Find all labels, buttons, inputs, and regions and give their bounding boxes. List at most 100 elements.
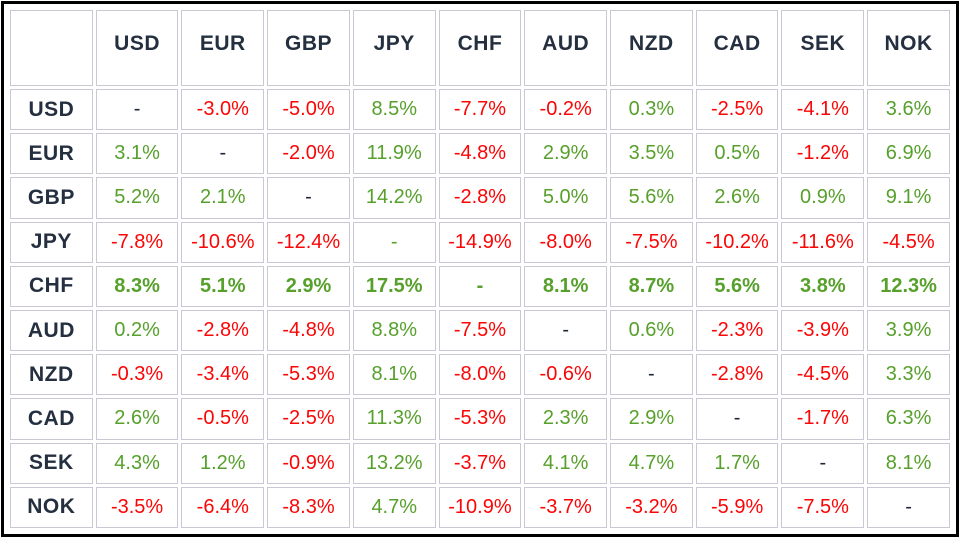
value-cell-gbp-jpy: 14.2% <box>352 177 436 219</box>
value-cell-nok-nzd: -3.2% <box>610 486 693 528</box>
value-cell-eur-nzd: 3.5% <box>610 133 693 175</box>
value-cell-sek-aud: 4.1% <box>524 442 608 484</box>
value-cell-gbp-cad: 2.6% <box>695 177 779 219</box>
value-cell-usd-jpy: 8.5% <box>352 89 436 131</box>
row-label-jpy: JPY <box>10 221 93 263</box>
value-cell-nzd-nzd: - <box>610 354 693 396</box>
value-cell-chf-usd: 8.3% <box>95 265 179 307</box>
matrix-header: USD EUR GBP JPY CHF AUD NZD CAD SEK NOK <box>10 10 950 86</box>
value-cell-cad-aud: 2.3% <box>524 398 608 440</box>
matrix-row-usd: USD - -3.0% -5.0% 8.5% -7.7% -0.2% 0.3% -2.5% -4.… <box>10 89 950 131</box>
value-cell-sek-usd: 4.3% <box>95 442 179 484</box>
value-cell-aud-nok: 3.9% <box>867 309 950 352</box>
row-label-chf: CHF <box>10 265 93 307</box>
value-cell-nzd-gbp: -5.3% <box>267 354 350 396</box>
row-label-cad: CAD <box>10 398 93 440</box>
matrix-row-aud: AUD 0.2% -2.8% -4.8% 8.8% -7.5% -0.6% -2.3% -3.9… <box>10 309 950 352</box>
value-cell-cad-usd: 2.6% <box>95 398 179 440</box>
value-cell-sek-nok: 8.1% <box>867 442 950 484</box>
value-cell-nok-gbp: -8.3% <box>267 486 350 528</box>
value-cell-nzd-jpy: 8.1% <box>352 354 436 396</box>
value-cell-chf-nzd: 8.7% <box>610 265 693 307</box>
value-cell-eur-chf: -4.8% <box>438 133 522 175</box>
value-cell-eur-jpy: 11.9% <box>352 133 436 175</box>
value-cell-nzd-usd: -0.3% <box>95 354 179 396</box>
value-cell-chf-eur: 5.1% <box>181 265 265 307</box>
value-cell-jpy-gbp: -12.4% <box>267 221 350 263</box>
value-cell-chf-gbp: 2.9% <box>267 265 350 307</box>
column-header-nzd: NZD <box>610 10 693 86</box>
row-label-sek: SEK <box>10 442 93 484</box>
value-cell-nzd-chf: -8.0% <box>438 354 522 396</box>
value-cell-cad-sek: -1.7% <box>781 398 865 440</box>
column-header-nok: NOK <box>867 10 950 86</box>
value-cell-aud-gbp: -4.8% <box>267 309 350 352</box>
value-cell-nok-aud: -3.7% <box>524 486 608 528</box>
value-cell-nok-chf: -10.9% <box>438 486 522 528</box>
value-cell-sek-nzd: 4.7% <box>610 442 693 484</box>
value-cell-cad-gbp: -2.5% <box>267 398 350 440</box>
value-cell-sek-sek: - <box>781 442 865 484</box>
value-cell-aud-aud: - <box>524 309 608 352</box>
column-header-sek: SEK <box>781 10 865 86</box>
column-header-chf: CHF <box>438 10 522 86</box>
value-cell-eur-cad: 0.5% <box>695 133 779 175</box>
value-cell-sek-chf: -3.7% <box>438 442 522 484</box>
value-cell-sek-jpy: 13.2% <box>352 442 436 484</box>
value-cell-jpy-usd: -7.8% <box>95 221 179 263</box>
value-cell-chf-cad: 5.6% <box>695 265 779 307</box>
value-cell-gbp-aud: 5.0% <box>524 177 608 219</box>
column-header-jpy: JPY <box>352 10 436 86</box>
value-cell-nok-sek: -7.5% <box>781 486 865 528</box>
value-cell-nzd-nok: 3.3% <box>867 354 950 396</box>
value-cell-cad-jpy: 11.3% <box>352 398 436 440</box>
column-header-gbp: GBP <box>267 10 350 86</box>
value-cell-aud-usd: 0.2% <box>95 309 179 352</box>
value-cell-aud-cad: -2.3% <box>695 309 779 352</box>
value-cell-usd-aud: -0.2% <box>524 89 608 131</box>
row-label-eur: EUR <box>10 133 93 175</box>
value-cell-chf-nok: 12.3% <box>867 265 950 307</box>
value-cell-usd-eur: -3.0% <box>181 89 265 131</box>
value-cell-gbp-gbp: - <box>267 177 350 219</box>
value-cell-usd-usd: - <box>95 89 179 131</box>
matrix-row-sek: SEK 4.3% 1.2% -0.9% 13.2% -3.7% 4.1% 4.7% 1.7% -8… <box>10 442 950 484</box>
value-cell-eur-sek: -1.2% <box>781 133 865 175</box>
value-cell-nok-eur: -6.4% <box>181 486 265 528</box>
value-cell-jpy-sek: -11.6% <box>781 221 865 263</box>
row-label-gbp: GBP <box>10 177 93 219</box>
value-cell-cad-cad: - <box>695 398 779 440</box>
header-row: USD EUR GBP JPY CHF AUD NZD CAD SEK NOK <box>10 10 950 86</box>
value-cell-nok-nok: - <box>867 486 950 528</box>
row-label-usd: USD <box>10 89 93 131</box>
value-cell-jpy-cad: -10.2% <box>695 221 779 263</box>
column-header-eur: EUR <box>181 10 265 86</box>
matrix-row-chf: CHF 8.3% 5.1% 2.9% 17.5% -8.1% 8.7% 5.6% 3.8% 12.… <box>10 265 950 307</box>
value-cell-chf-jpy: 17.5% <box>352 265 436 307</box>
column-header-aud: AUD <box>524 10 608 86</box>
value-cell-gbp-sek: 0.9% <box>781 177 865 219</box>
value-cell-chf-aud: 8.1% <box>524 265 608 307</box>
matrix-row-gbp: GBP 5.2% 2.1% -14.2% -2.8% 5.0% 5.6% 2.6% 0.9% 9.… <box>10 177 950 219</box>
value-cell-aud-chf: -7.5% <box>438 309 522 352</box>
value-cell-eur-eur: - <box>181 133 265 175</box>
value-cell-usd-nok: 3.6% <box>867 89 950 131</box>
column-header-cad: CAD <box>695 10 779 86</box>
value-cell-usd-gbp: -5.0% <box>267 89 350 131</box>
matrix-row-nzd: NZD -0.3% -3.4% -5.3% 8.1% -8.0% -0.6% - -2.8% -4… <box>10 354 950 396</box>
row-label-aud: AUD <box>10 309 93 352</box>
value-cell-usd-sek: -4.1% <box>781 89 865 131</box>
matrix-row-cad: CAD 2.6% -0.5% -2.5% 11.3% -5.3% 2.3% 2.9% - -1.7… <box>10 398 950 440</box>
value-cell-nzd-cad: -2.8% <box>695 354 779 396</box>
value-cell-gbp-chf: -2.8% <box>438 177 522 219</box>
value-cell-sek-eur: 1.2% <box>181 442 265 484</box>
row-label-nok: NOK <box>10 486 93 528</box>
value-cell-cad-nok: 6.3% <box>867 398 950 440</box>
value-cell-eur-aud: 2.9% <box>524 133 608 175</box>
value-cell-aud-jpy: 8.8% <box>352 309 436 352</box>
value-cell-sek-gbp: -0.9% <box>267 442 350 484</box>
value-cell-jpy-jpy: - <box>352 221 436 263</box>
matrix-row-eur: EUR 3.1% - -2.0% 11.9% -4.8% 2.9% 3.5% 0.5% -1.2%… <box>10 133 950 175</box>
value-cell-gbp-usd: 5.2% <box>95 177 179 219</box>
